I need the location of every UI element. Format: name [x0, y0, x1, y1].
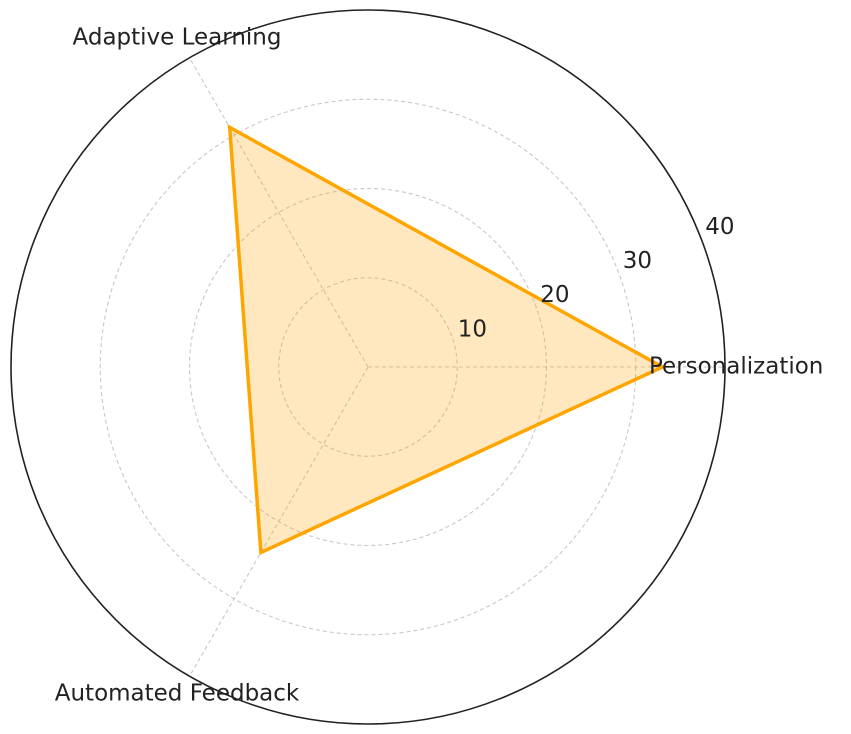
axis-label-personalization: Personalization	[649, 354, 823, 380]
tick-label-10: 10	[458, 316, 487, 342]
tick-label-40: 40	[705, 214, 734, 240]
tick-labels: 10 20 30 40	[458, 214, 735, 342]
tick-label-20: 20	[540, 282, 569, 308]
series-layer	[227, 124, 667, 556]
axis-labels: Personalization Adaptive Learning Automate…	[55, 25, 824, 707]
series-line-0	[227, 124, 667, 556]
spoke-1	[189, 57, 369, 368]
grid-ring-10	[278, 277, 458, 457]
axis-label-automated-feedback: Automated Feedback	[55, 681, 300, 707]
tick-label-30: 30	[623, 248, 652, 274]
spoke-2	[189, 366, 369, 677]
axis-label-adaptive-learning: Adaptive Learning	[73, 25, 282, 51]
series-area-0	[229, 127, 663, 553]
outer-frame	[10, 9, 726, 725]
